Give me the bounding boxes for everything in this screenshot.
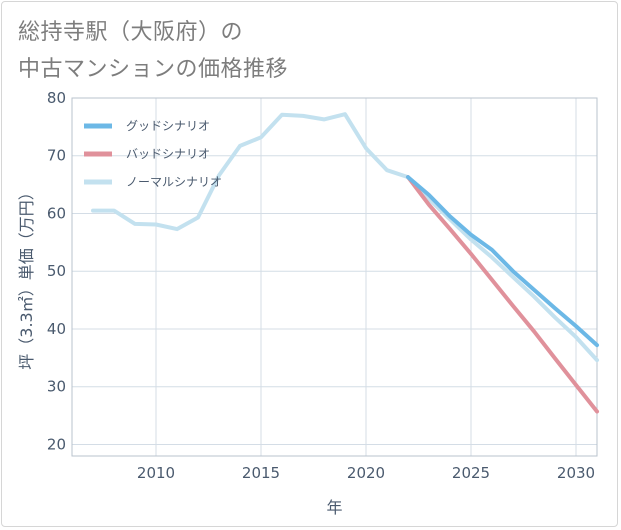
x-tick-2015: 2015 (242, 464, 280, 482)
y-tick-80: 80 (47, 89, 66, 107)
series-line-0 (406, 175, 599, 348)
y-tick-20: 20 (47, 435, 66, 453)
y-tick-50: 50 (47, 262, 66, 280)
series-line-2 (91, 112, 599, 363)
title-line-1: 総持寺駅（大阪府）の (18, 20, 244, 45)
x-tick-labels: 2010 2015 2020 2025 2030 (137, 464, 595, 482)
legend-label-2: ノーマルシナリオ (126, 175, 222, 189)
y-axis-label: 坪（3.3㎡）単価（万円） (17, 184, 36, 369)
x-tick-2025: 2025 (452, 464, 490, 482)
x-tick-2030: 2030 (557, 464, 595, 482)
legend-label-1: バッドシナリオ (126, 147, 210, 161)
series-lines (91, 112, 599, 414)
page-title: 総持寺駅（大阪府）の 中古マンションの価格推移 (18, 14, 288, 88)
y-tick-30: 30 (47, 378, 66, 396)
series-line-1 (406, 175, 599, 414)
y-tick-70: 70 (47, 147, 66, 165)
plot-area-border (71, 97, 598, 457)
y-tick-40: 40 (47, 320, 66, 338)
x-axis-label: 年 (326, 498, 342, 517)
x-tick-2020: 2020 (347, 464, 385, 482)
legend-label-0: グッドシナリオ (126, 119, 210, 133)
y-tick-60: 60 (47, 204, 66, 222)
y-tick-labels: 20 30 40 50 60 70 80 (47, 89, 66, 453)
x-tick-2010: 2010 (137, 464, 175, 482)
title-line-2: 中古マンションの価格推移 (18, 57, 289, 82)
